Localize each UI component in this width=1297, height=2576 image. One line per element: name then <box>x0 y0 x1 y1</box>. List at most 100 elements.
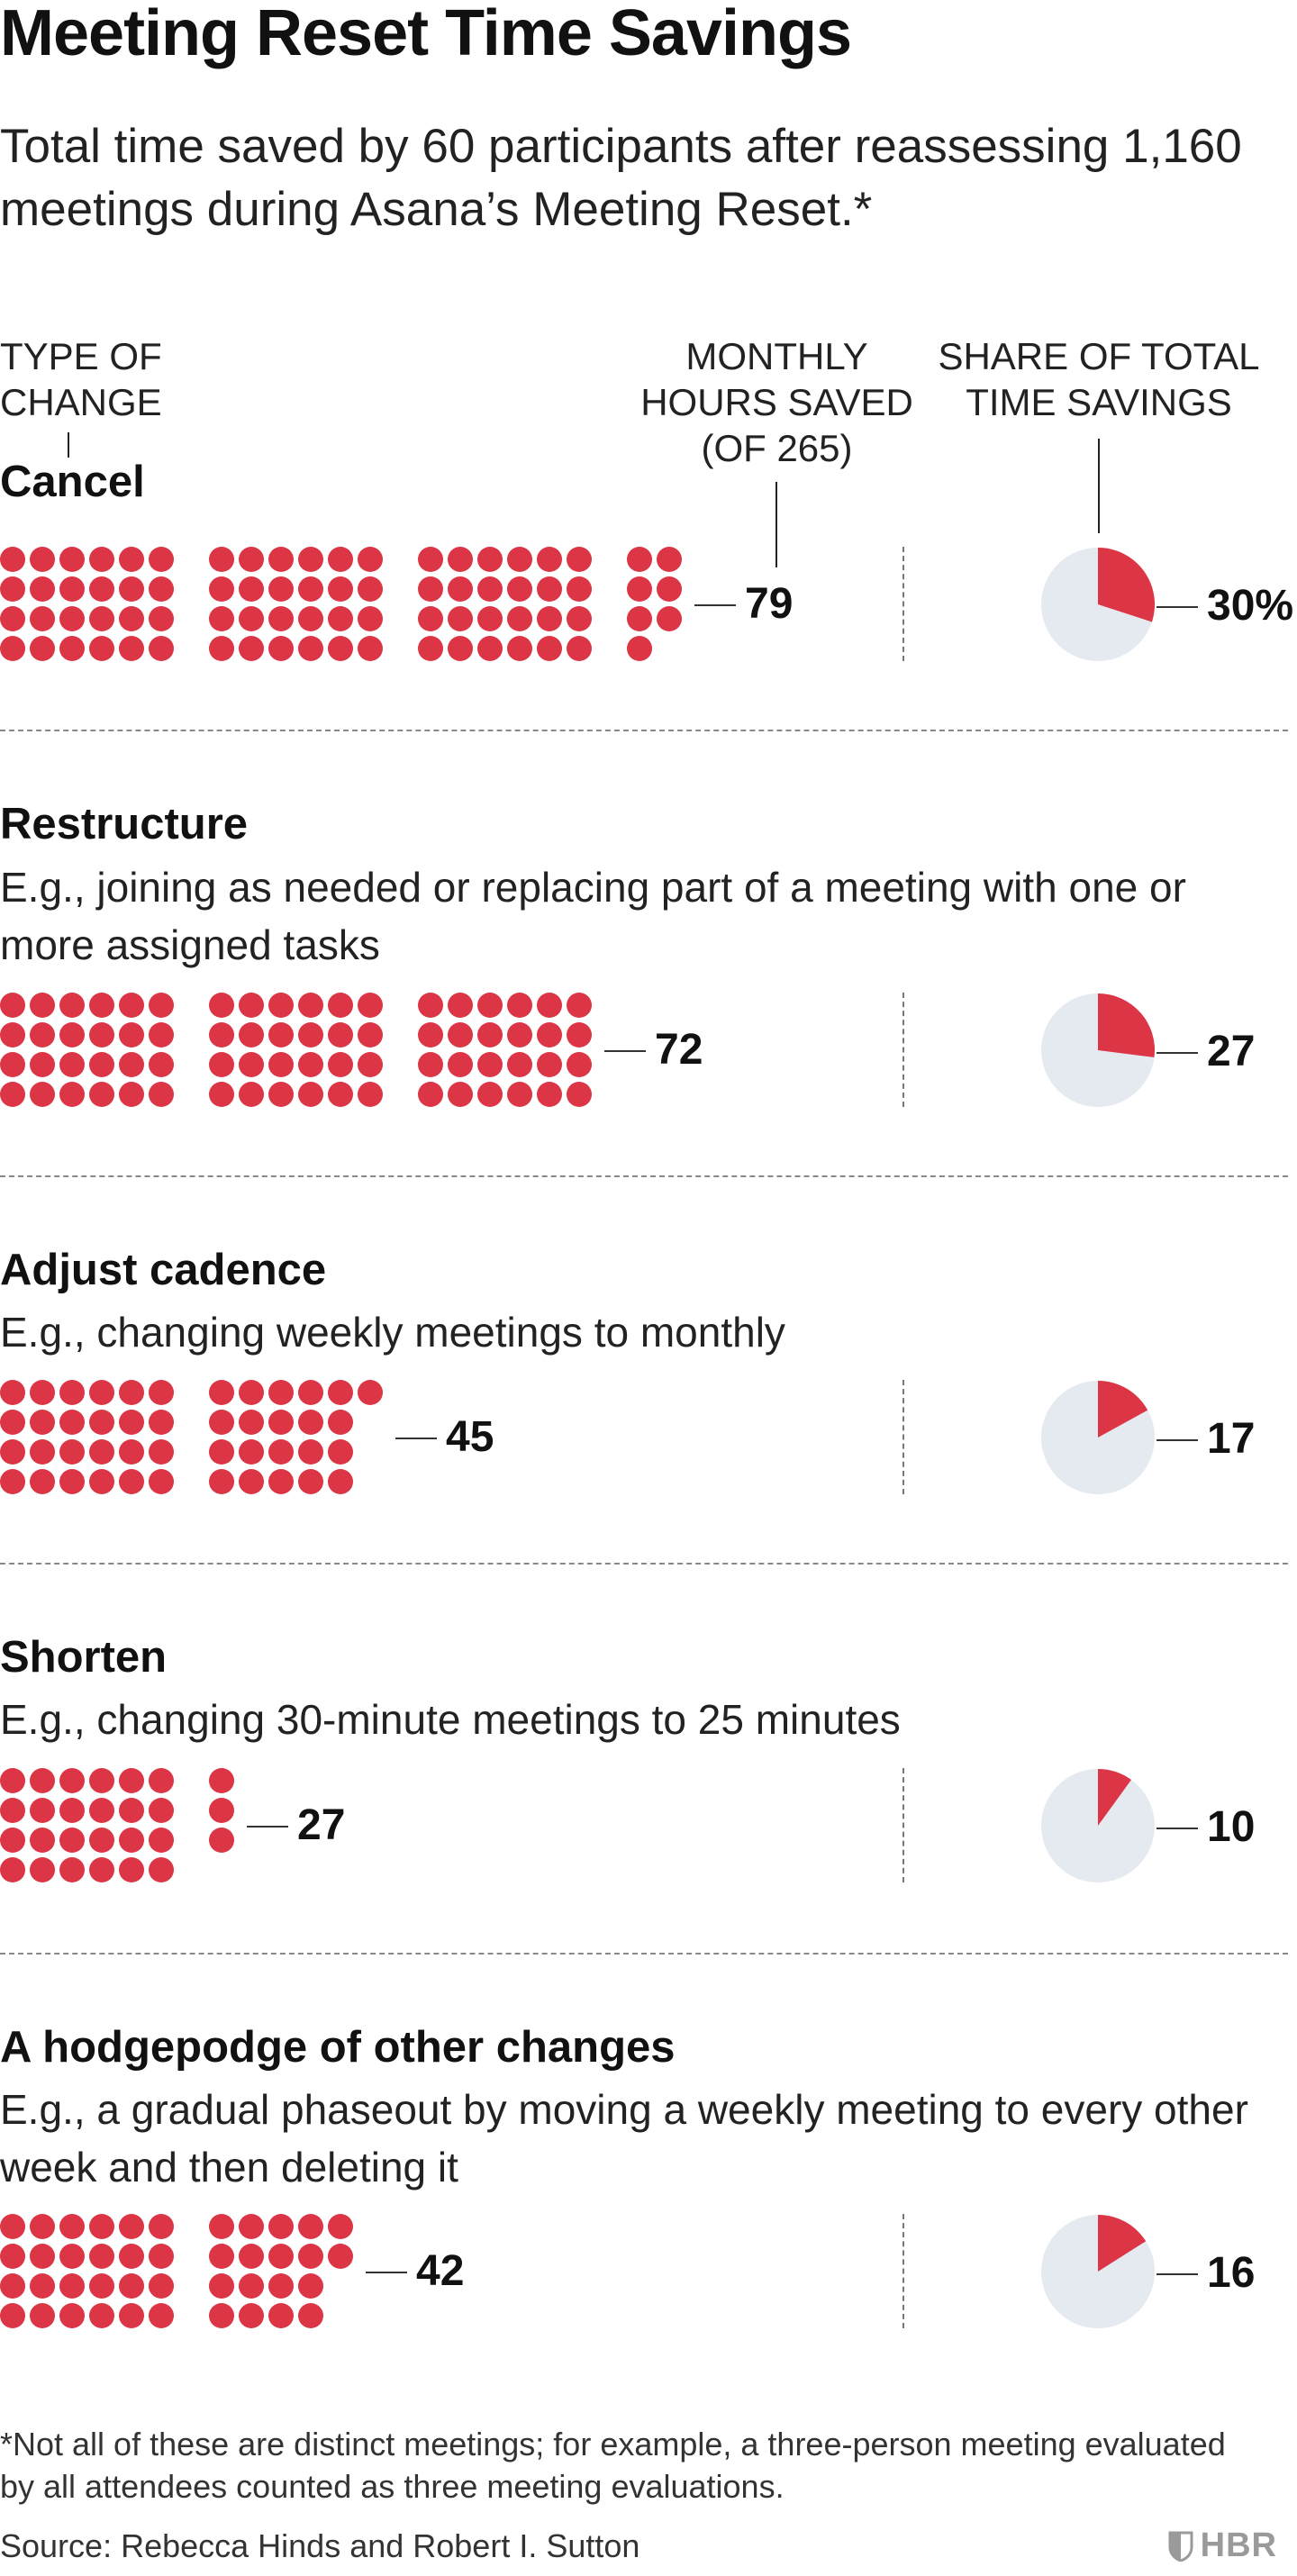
hour-dot <box>328 1052 353 1077</box>
hour-dot <box>358 576 383 602</box>
hour-dot <box>30 1410 55 1435</box>
hour-dot <box>59 1857 85 1882</box>
hour-dot <box>537 606 562 631</box>
row-description: E.g., changing weekly meetings to monthl… <box>0 1309 785 1356</box>
hour-dot <box>358 1022 383 1048</box>
hour-dot <box>268 2214 294 2239</box>
hour-dot <box>328 1469 353 1494</box>
hour-dot <box>149 1082 174 1107</box>
hour-dot <box>567 606 592 631</box>
hour-dot <box>30 636 55 661</box>
hour-dot <box>149 1857 174 1882</box>
hour-dot <box>298 2273 323 2299</box>
hour-dot <box>358 1082 383 1107</box>
hour-dot <box>119 1857 144 1882</box>
hour-dot <box>149 576 174 602</box>
share-pie <box>1041 1380 1155 1494</box>
hour-dot <box>507 636 532 661</box>
hour-dot <box>627 576 652 602</box>
hour-dot <box>239 1082 264 1107</box>
share-pie-svg <box>1041 1380 1155 1494</box>
hour-dot <box>59 1052 85 1077</box>
hour-dot <box>30 576 55 602</box>
hour-dot <box>567 1052 592 1077</box>
hour-dot <box>119 606 144 631</box>
hour-dot <box>477 993 503 1018</box>
hour-dot <box>537 993 562 1018</box>
hour-dot <box>119 1082 144 1107</box>
hour-dot <box>119 1410 144 1435</box>
row-title: Cancel <box>0 458 145 506</box>
hour-dot <box>567 993 592 1018</box>
hour-dot <box>268 636 294 661</box>
hour-dot <box>89 1857 114 1882</box>
hour-dot <box>89 1439 114 1465</box>
hour-dot <box>448 636 473 661</box>
hour-dot <box>59 1410 85 1435</box>
hour-dot <box>298 2214 323 2239</box>
share-value: 16 <box>1207 2248 1256 2297</box>
hour-dot <box>59 576 85 602</box>
hour-dot <box>239 2214 264 2239</box>
share-pie <box>1041 993 1155 1107</box>
hour-dot <box>448 1052 473 1077</box>
hour-dot <box>30 1828 55 1853</box>
row-title: Restructure <box>0 800 249 848</box>
column-header-share: SHARE OF TOTAL TIME SAVINGS <box>938 335 1260 423</box>
hour-dot <box>567 1082 592 1107</box>
hour-dot <box>30 2273 55 2299</box>
hour-dot <box>0 1768 25 1793</box>
hours-leader-line <box>366 2271 407 2273</box>
hour-dot <box>448 547 473 572</box>
share-pie-svg <box>1041 2214 1155 2328</box>
hour-dot <box>627 547 652 572</box>
hour-dot <box>209 1469 234 1494</box>
hour-dot <box>477 547 503 572</box>
hour-dot <box>507 1082 532 1107</box>
hours-leader-line <box>395 1437 437 1439</box>
shield-icon <box>1168 2531 1193 2562</box>
hour-dot <box>507 1022 532 1048</box>
hour-dot <box>627 606 652 631</box>
hour-dot <box>328 1022 353 1048</box>
hour-dot <box>448 1022 473 1048</box>
hour-dot <box>0 1380 25 1405</box>
hour-dot <box>537 1082 562 1107</box>
row-title: A hodgepodge of other changes <box>0 2023 676 2072</box>
hour-dot <box>59 1469 85 1494</box>
hour-dot <box>149 2273 174 2299</box>
hour-dot <box>89 1082 114 1107</box>
hour-dot <box>448 606 473 631</box>
row-separator <box>0 1563 1288 1565</box>
hour-dot <box>268 1052 294 1077</box>
hour-dot <box>119 993 144 1018</box>
chart-subtitle: Total time saved by 60 participants afte… <box>0 120 1242 236</box>
hours-leader-line <box>694 603 736 606</box>
hour-dot <box>209 1022 234 1048</box>
hour-dot <box>209 993 234 1018</box>
hour-dot <box>149 636 174 661</box>
hour-dot <box>0 1052 25 1077</box>
hour-dot <box>119 2214 144 2239</box>
hour-dot <box>328 576 353 602</box>
hour-dot <box>209 576 234 602</box>
column-header-hours: MONTHLY HOURS SAVED (OF 265) <box>640 335 913 469</box>
hour-dot <box>298 2303 323 2328</box>
hour-dot <box>119 1052 144 1077</box>
hour-dot <box>239 993 264 1018</box>
hour-dot <box>0 1798 25 1823</box>
hours-value: 27 <box>297 1800 346 1849</box>
hour-dot <box>268 547 294 572</box>
hour-dot <box>59 1380 85 1405</box>
hour-dot <box>477 606 503 631</box>
share-value: 27 <box>1207 1027 1256 1075</box>
hour-dot <box>209 1410 234 1435</box>
hour-dot <box>0 2214 25 2239</box>
hour-dot <box>537 636 562 661</box>
hour-dot <box>149 993 174 1018</box>
hour-dot <box>119 2303 144 2328</box>
hour-dot <box>448 993 473 1018</box>
hour-dot <box>298 1082 323 1107</box>
hour-dot <box>298 1380 323 1405</box>
row-title: Adjust cadence <box>0 1246 327 1294</box>
